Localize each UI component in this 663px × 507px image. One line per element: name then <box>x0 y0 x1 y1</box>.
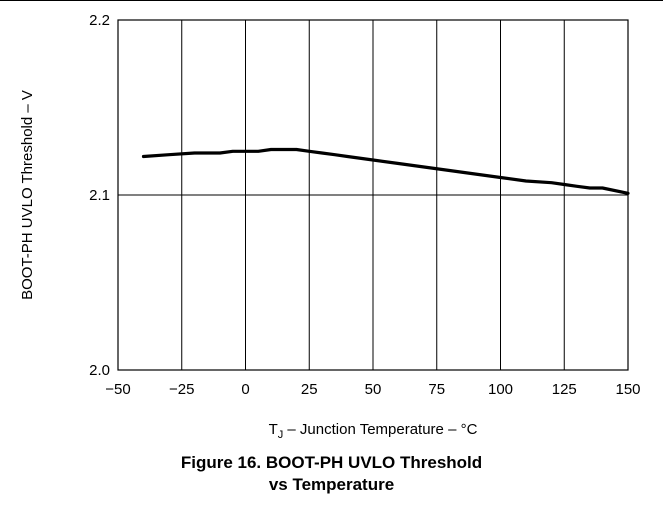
y-tick-label: 2.2 <box>89 12 110 29</box>
figure-caption-line-1: Figure 16. BOOT-PH UVLO Threshold <box>180 453 483 472</box>
y-tick-label: 2.0 <box>89 362 110 379</box>
y-tick-labels: 2.0 2.1 2.2 <box>89 12 110 379</box>
series <box>141 147 630 195</box>
series-line <box>141 147 630 195</box>
x-tick-label: −50 <box>105 381 130 398</box>
y-axis-label: BOOT-PH UVLO Threshold – V <box>19 90 36 300</box>
x-tick-label: 25 <box>301 381 318 398</box>
x-tick-label: 75 <box>428 381 445 398</box>
x-tick-label: 125 <box>552 381 577 398</box>
x-tick-label: 50 <box>365 381 382 398</box>
x-axis-label-main: T <box>269 421 278 438</box>
x-tick-label: 0 <box>241 381 249 398</box>
x-axis-label-rest: – Junction Temperature – °C <box>283 421 477 438</box>
x-axis-label: TJ – Junction Temperature – °C <box>269 421 478 441</box>
x-tick-label: −25 <box>169 381 194 398</box>
x-tick-labels: −50 −25 0 25 50 75 100 125 150 <box>105 381 640 398</box>
plot-area <box>117 19 629 371</box>
y-tick-label: 2.1 <box>89 187 110 204</box>
figure-caption-line-2: vs Temperature <box>268 475 395 494</box>
x-tick-label: 100 <box>488 381 513 398</box>
x-tick-label: 150 <box>615 381 640 398</box>
grid <box>117 19 629 371</box>
x-axis-label-subscript: J <box>278 429 284 441</box>
